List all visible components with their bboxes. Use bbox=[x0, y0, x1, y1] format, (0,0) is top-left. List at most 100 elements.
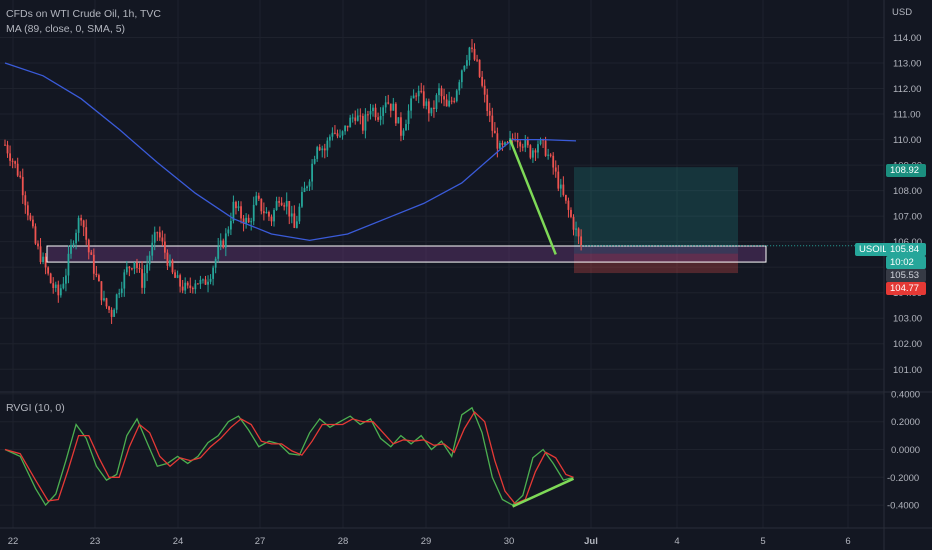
candle-body bbox=[402, 130, 405, 136]
candle-body bbox=[476, 59, 478, 61]
candle-body bbox=[339, 135, 341, 137]
entry-price-tag: 105.53 bbox=[886, 269, 926, 282]
candle-body bbox=[224, 233, 227, 248]
candle-body bbox=[47, 267, 50, 274]
candle-body bbox=[290, 213, 293, 217]
candle-body bbox=[529, 145, 532, 158]
candle-body bbox=[181, 286, 184, 291]
candle-body bbox=[37, 243, 39, 247]
rvgi-trendline bbox=[512, 477, 575, 508]
candle-body bbox=[98, 275, 100, 282]
candle-body bbox=[306, 186, 308, 189]
candle-body bbox=[506, 142, 509, 144]
candle-body bbox=[128, 266, 131, 269]
candle-body bbox=[450, 100, 453, 102]
candle-body bbox=[361, 116, 364, 131]
candle-body bbox=[49, 273, 52, 284]
candle-body bbox=[438, 88, 440, 96]
candle-body bbox=[108, 306, 110, 310]
candle-body bbox=[524, 139, 527, 148]
candle-body bbox=[481, 76, 484, 86]
candle-body bbox=[105, 298, 108, 307]
candle-body bbox=[143, 273, 146, 288]
candle-body bbox=[549, 154, 552, 156]
candle-body bbox=[334, 132, 336, 134]
rvgi-line bbox=[4, 406, 574, 507]
candle-body bbox=[389, 103, 392, 111]
candle-body bbox=[397, 117, 400, 124]
candle-body bbox=[313, 158, 316, 164]
candle-body bbox=[278, 201, 281, 203]
candle-body bbox=[171, 260, 174, 273]
candle-body bbox=[103, 298, 105, 301]
candle-body bbox=[174, 272, 176, 278]
candle-body bbox=[138, 268, 141, 270]
price-axis-label: 101.00 bbox=[893, 365, 922, 376]
candle-body bbox=[204, 279, 207, 285]
candle-body bbox=[491, 115, 494, 131]
candle-body bbox=[427, 101, 430, 114]
candle-body bbox=[323, 148, 326, 151]
candle-body bbox=[125, 266, 128, 273]
candle-body bbox=[247, 217, 250, 223]
candle-body bbox=[242, 218, 245, 224]
candle-body bbox=[262, 211, 265, 214]
currency-label: USD bbox=[892, 7, 913, 18]
candle-body bbox=[245, 217, 248, 224]
time-axis-label: Jul bbox=[584, 536, 598, 547]
rvgi-axis-label: 0.4000 bbox=[891, 389, 920, 400]
candle-body bbox=[575, 228, 577, 230]
candle-body bbox=[186, 282, 189, 286]
rvgi-axis-label: 0.0000 bbox=[891, 445, 920, 456]
candle-body bbox=[166, 252, 169, 266]
candle-body bbox=[336, 133, 339, 137]
candle-body bbox=[123, 272, 126, 289]
candle-body bbox=[120, 288, 123, 294]
candle-body bbox=[217, 246, 220, 259]
candle-body bbox=[199, 279, 202, 285]
candle-body bbox=[214, 258, 217, 268]
candle-body bbox=[308, 181, 311, 187]
candle-body bbox=[356, 115, 359, 121]
candle-body bbox=[346, 125, 349, 128]
candle-body bbox=[95, 273, 98, 276]
candle-body bbox=[26, 205, 29, 216]
candle-body bbox=[100, 281, 103, 301]
candle-body bbox=[42, 256, 44, 263]
price-axis-label: 108.00 bbox=[893, 186, 922, 197]
candle-body bbox=[54, 284, 57, 288]
price-axis-label: 111.00 bbox=[893, 110, 921, 121]
candle-body bbox=[572, 216, 575, 230]
candle-body bbox=[435, 95, 438, 110]
candle-body bbox=[184, 282, 187, 291]
candle-body bbox=[141, 269, 143, 288]
candle-body bbox=[430, 107, 433, 114]
price-axis-label: 107.00 bbox=[893, 212, 922, 223]
candle-body bbox=[331, 132, 334, 137]
candle-body bbox=[328, 136, 331, 141]
candle-body bbox=[554, 167, 557, 172]
candle-body bbox=[153, 232, 156, 243]
candle-body bbox=[318, 147, 321, 151]
candle-body bbox=[448, 100, 451, 107]
candle-body bbox=[557, 171, 560, 189]
candle-body bbox=[273, 210, 275, 222]
candle-body bbox=[400, 117, 402, 136]
candle-body bbox=[21, 177, 24, 196]
time-axis-label: 6 bbox=[845, 536, 850, 547]
candle-body bbox=[387, 102, 390, 104]
candle-body bbox=[351, 117, 354, 119]
candle-body bbox=[176, 275, 179, 278]
candle-body bbox=[493, 130, 496, 134]
rvgi-indicator-label: RVGI (10, 0) bbox=[6, 402, 65, 414]
candle-body bbox=[90, 252, 93, 255]
candle-body bbox=[169, 260, 171, 266]
candle-body bbox=[311, 163, 313, 182]
candle-body bbox=[62, 283, 65, 289]
countdown-tag: 10:02 bbox=[886, 256, 926, 269]
rvgi-axis-label: 0.2000 bbox=[891, 417, 920, 428]
candle-body bbox=[382, 107, 385, 116]
candle-body bbox=[270, 216, 273, 222]
candle-body bbox=[16, 163, 19, 176]
